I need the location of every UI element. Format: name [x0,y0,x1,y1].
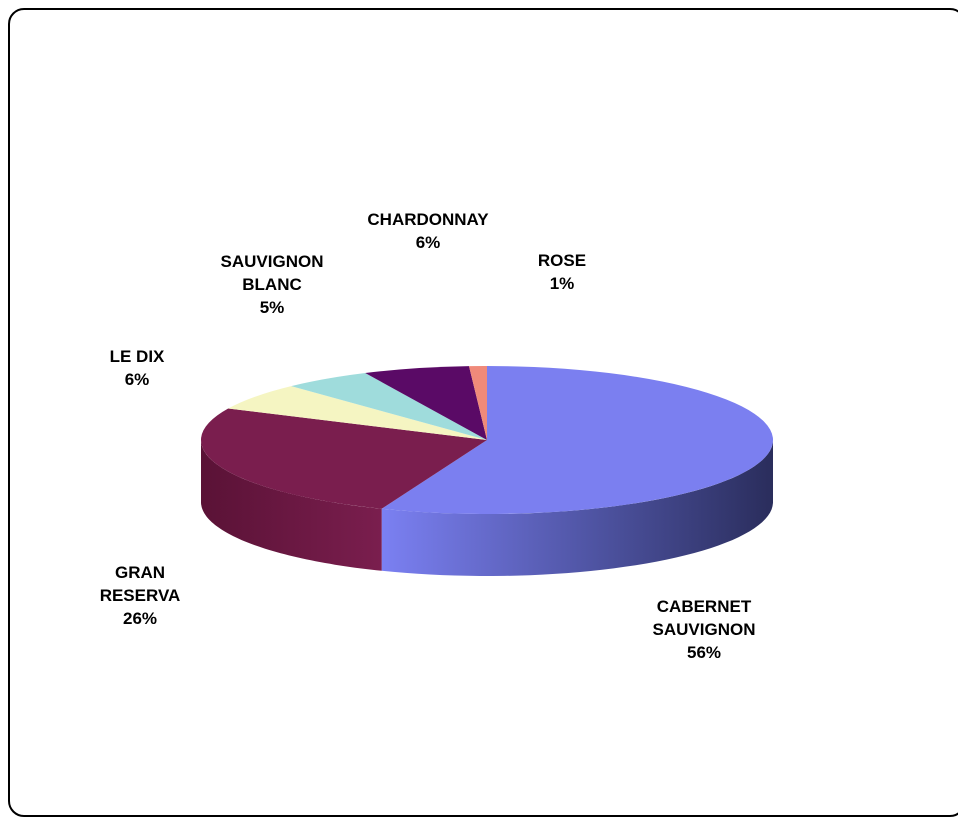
pie-slice-le-dix [228,386,487,440]
slice-label-cabernet-sauvignon: CABERNET SAUVIGNON 56% [653,597,756,662]
slice-label-le-dix: LE DIX 6% [110,347,165,389]
slice-label-rose: ROSE 1% [538,251,586,293]
pie-slice-sauvignon-blanc [291,373,487,440]
slice-label-chardonnay: CHARDONNAY 6% [367,210,489,252]
slice-label-gran-reserva: GRAN RESERVA 26% [100,563,181,628]
pie-slice-chardonnay [365,366,487,440]
pie-slice-rose [469,365,487,440]
slice-label-sauvignon-blanc: SAUVIGNON BLANC 5% [221,252,324,317]
pie-slice-cabernet-sauvignon [381,366,774,514]
pie-slice-gran-reserva [200,408,487,509]
pie-side-cabernet-sauvignon [381,440,773,576]
pie-side-gran-reserva [201,440,382,571]
